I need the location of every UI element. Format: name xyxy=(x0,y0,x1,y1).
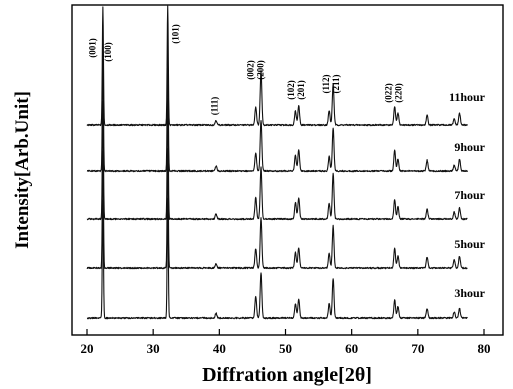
x-axis-title: Diffration angle[2θ] xyxy=(202,364,372,386)
x-tick-label: 20 xyxy=(81,341,94,356)
series-line xyxy=(86,98,468,221)
series-label: 3hour xyxy=(454,286,485,300)
x-tick-label: 30 xyxy=(147,341,160,356)
diffraction-traces xyxy=(86,5,468,320)
x-axis-ticks: 20 30 40 50 60 70 80 xyxy=(81,329,491,356)
series-label: 11hour xyxy=(449,90,486,104)
series-label: 9hour xyxy=(454,140,485,154)
peak-annotation: (022) xyxy=(383,83,393,103)
peak-annotation: (112) xyxy=(321,74,331,93)
series-line xyxy=(86,51,468,173)
x-tick-label: 60 xyxy=(345,341,358,356)
x-tick-label: 80 xyxy=(478,341,491,356)
peak-annotation: (100) xyxy=(103,42,113,62)
y-axis-title: Intensity[Arb.Unit] xyxy=(12,91,33,249)
series-line xyxy=(86,5,468,127)
x-tick-label: 40 xyxy=(213,341,226,356)
x-tick-label: 50 xyxy=(279,341,292,356)
x-tick-label: 70 xyxy=(411,341,424,356)
series-labels: 11hour 9hour 7hour 5hour 3hour xyxy=(449,90,486,300)
series-label: 7hour xyxy=(454,188,485,202)
peak-annotation: (201) xyxy=(296,80,306,100)
series-label: 5hour xyxy=(454,237,485,251)
peak-annotation: (102) xyxy=(286,80,296,100)
peak-annotation: (002) xyxy=(246,60,256,80)
peak-labels: (001) (100) (101) (111) (002) (200) (102) (201)… xyxy=(88,24,404,115)
series-line xyxy=(86,148,468,270)
series-line xyxy=(86,197,468,320)
plot-frame xyxy=(71,4,504,336)
peak-annotation: (111) xyxy=(209,97,219,116)
peak-annotation: (211) xyxy=(331,74,341,93)
peak-annotation: (001) xyxy=(88,38,98,58)
peak-annotation: (101) xyxy=(170,24,180,44)
peak-annotation: (220) xyxy=(393,83,403,103)
peak-annotation: (200) xyxy=(256,60,266,80)
